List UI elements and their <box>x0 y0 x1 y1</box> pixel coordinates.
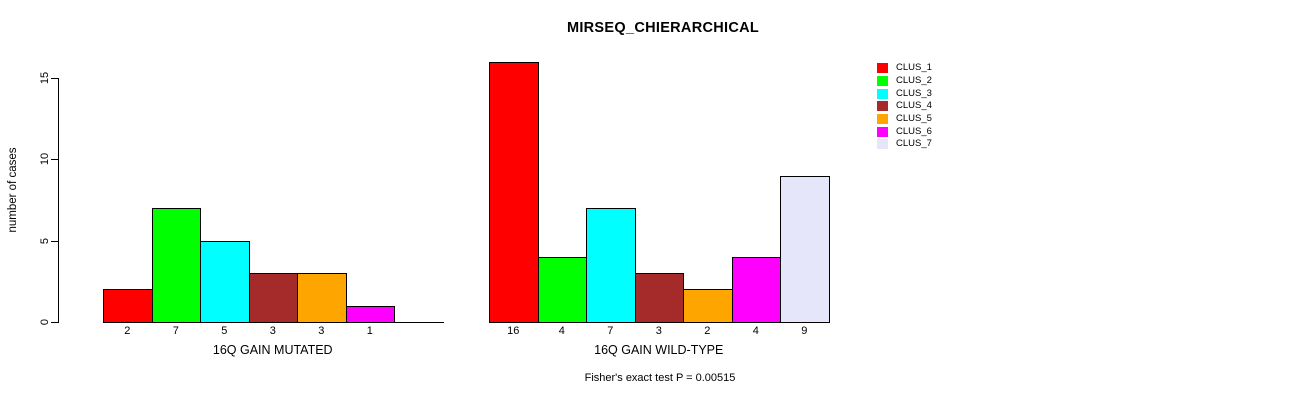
bar-count-label: 3 <box>318 325 325 337</box>
legend-swatch-icon <box>877 126 888 137</box>
bar-count-label: 7 <box>607 325 614 337</box>
y-axis-tick-label: 0 <box>39 318 51 326</box>
legend-item: CLUS_4 <box>877 100 932 113</box>
bar-CLUS_3 <box>200 240 250 323</box>
bar-CLUS_1 <box>103 289 153 323</box>
bar-CLUS_5 <box>297 273 347 323</box>
bar-CLUS_6 <box>345 305 395 323</box>
x-axis-title: 16Q GAIN MUTATED <box>212 343 333 357</box>
legend-swatch-icon <box>877 113 888 124</box>
x-axis-title: 16Q GAIN WILD-TYPE <box>594 343 724 357</box>
bar-count-label: 1 <box>366 325 373 337</box>
y-axis-tick-label: 15 <box>39 71 51 85</box>
bar-CLUS_1 <box>489 61 539 323</box>
y-axis-label: number of cases <box>7 147 19 233</box>
bar-count-label: 3 <box>269 325 276 337</box>
legend-item-label: CLUS_1 <box>896 62 932 74</box>
bar-CLUS_4 <box>634 273 684 323</box>
bar-CLUS_4 <box>248 273 298 323</box>
legend-item-label: CLUS_7 <box>896 138 932 150</box>
legend-swatch-icon <box>877 63 888 74</box>
y-axis-tick <box>51 159 59 161</box>
bar-count-label: 7 <box>172 325 179 337</box>
y-axis-tick-label: 10 <box>39 153 51 166</box>
bar-CLUS_5 <box>683 289 733 323</box>
legend-item-label: CLUS_2 <box>896 74 932 86</box>
bar-count-label: 2 <box>704 325 711 337</box>
legend: CLUS_1 CLUS_2 CLUS_3 CLUS_4 CLUS_5 CLUS_6 CLUS… <box>877 62 932 151</box>
bar-CLUS_7 <box>780 175 830 323</box>
bar-count-label: 9 <box>801 325 808 337</box>
legend-swatch-icon <box>877 101 888 112</box>
y-axis-tick <box>51 78 59 79</box>
bar-count-label: 4 <box>752 325 759 337</box>
bar-CLUS_2 <box>537 256 587 323</box>
y-axis-tick <box>51 240 59 242</box>
legend-item: CLUS_6 <box>877 125 932 138</box>
y-axis-line <box>58 78 59 323</box>
legend-item: CLUS_5 <box>877 113 932 126</box>
bar-CLUS_3 <box>586 208 636 323</box>
legend-item-label: CLUS_3 <box>896 87 932 99</box>
y-axis-tick <box>51 322 59 323</box>
legend-item: CLUS_1 <box>877 62 932 75</box>
bar-count-label: 4 <box>558 325 565 337</box>
legend-swatch-icon <box>877 139 888 150</box>
legend-item-label: CLUS_5 <box>896 112 932 124</box>
bar-count-label: 5 <box>221 325 228 337</box>
legend-item: CLUS_2 <box>877 75 932 88</box>
bar-count-label: 16 <box>507 325 520 337</box>
legend-item: CLUS_3 <box>877 87 932 100</box>
legend-swatch-icon <box>877 88 888 99</box>
legend-item-label: CLUS_6 <box>896 125 932 137</box>
bar-CLUS_2 <box>151 208 201 323</box>
legend-item-label: CLUS_4 <box>896 100 932 112</box>
chart-title: MIRSEQ_CHIERARCHICAL <box>566 20 760 36</box>
bar-count-label: 3 <box>655 325 662 337</box>
fisher-test-annotation: Fisher's exact test P = 0.00515 <box>584 372 736 384</box>
legend-item: CLUS_7 <box>877 138 932 151</box>
legend-swatch-icon <box>877 75 888 86</box>
y-axis-tick-label: 5 <box>39 237 51 244</box>
bar-count-label: 2 <box>124 325 131 337</box>
bar-CLUS_6 <box>731 256 781 323</box>
